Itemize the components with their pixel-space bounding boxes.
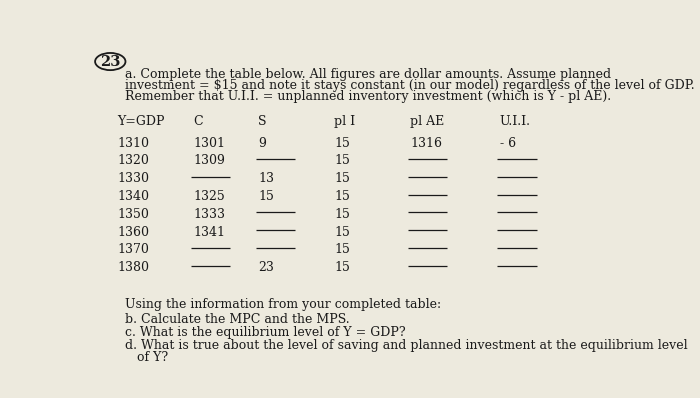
Text: 23: 23 (100, 55, 120, 68)
Text: c. What is the equilibrium level of Y = GDP?: c. What is the equilibrium level of Y = … (125, 326, 406, 339)
Text: 1360: 1360 (118, 226, 149, 238)
Text: 15: 15 (335, 208, 350, 221)
Text: d. What is true about the level of saving and planned investment at the equilibr: d. What is true about the level of savin… (125, 339, 688, 351)
Text: - 6: - 6 (500, 137, 516, 150)
Text: 1370: 1370 (118, 243, 149, 256)
Text: 15: 15 (258, 190, 274, 203)
Text: 1333: 1333 (193, 208, 225, 221)
Text: 1309: 1309 (193, 154, 225, 168)
Text: b. Calculate the MPC and the MPS.: b. Calculate the MPC and the MPS. (125, 313, 350, 326)
Text: 1301: 1301 (193, 137, 225, 150)
Text: 1340: 1340 (118, 190, 149, 203)
Text: investment = $15 and note it stays constant (in our model) regardless of the lev: investment = $15 and note it stays const… (125, 79, 695, 92)
Text: S: S (258, 115, 267, 128)
Text: 13: 13 (258, 172, 274, 185)
Text: 15: 15 (335, 137, 350, 150)
Text: pl I: pl I (335, 115, 356, 128)
Text: 1310: 1310 (118, 137, 149, 150)
Text: 15: 15 (335, 190, 350, 203)
Text: 23: 23 (258, 261, 274, 274)
Text: Remember that U.I.I. = unplanned inventory investment (which is Y - pl AE).: Remember that U.I.I. = unplanned invento… (125, 90, 612, 103)
Text: 1330: 1330 (118, 172, 149, 185)
Text: 1325: 1325 (193, 190, 225, 203)
Text: 1350: 1350 (118, 208, 149, 221)
Text: Y=GDP: Y=GDP (118, 115, 164, 128)
Text: of Y?: of Y? (125, 351, 169, 365)
Text: 15: 15 (335, 172, 350, 185)
Text: a. Complete the table below. All figures are dollar amounts. Assume planned: a. Complete the table below. All figures… (125, 68, 612, 81)
Text: 9: 9 (258, 137, 266, 150)
Text: 15: 15 (335, 243, 350, 256)
Text: 15: 15 (335, 154, 350, 168)
Text: 1320: 1320 (118, 154, 149, 168)
Text: 15: 15 (335, 261, 350, 274)
Text: pl AE: pl AE (410, 115, 444, 128)
Text: U.I.I.: U.I.I. (500, 115, 531, 128)
Text: 1316: 1316 (410, 137, 442, 150)
Text: 15: 15 (335, 226, 350, 238)
Text: 1380: 1380 (118, 261, 149, 274)
Text: 1341: 1341 (193, 226, 225, 238)
Text: Using the information from your completed table:: Using the information from your complete… (125, 298, 442, 310)
Text: C: C (193, 115, 203, 128)
